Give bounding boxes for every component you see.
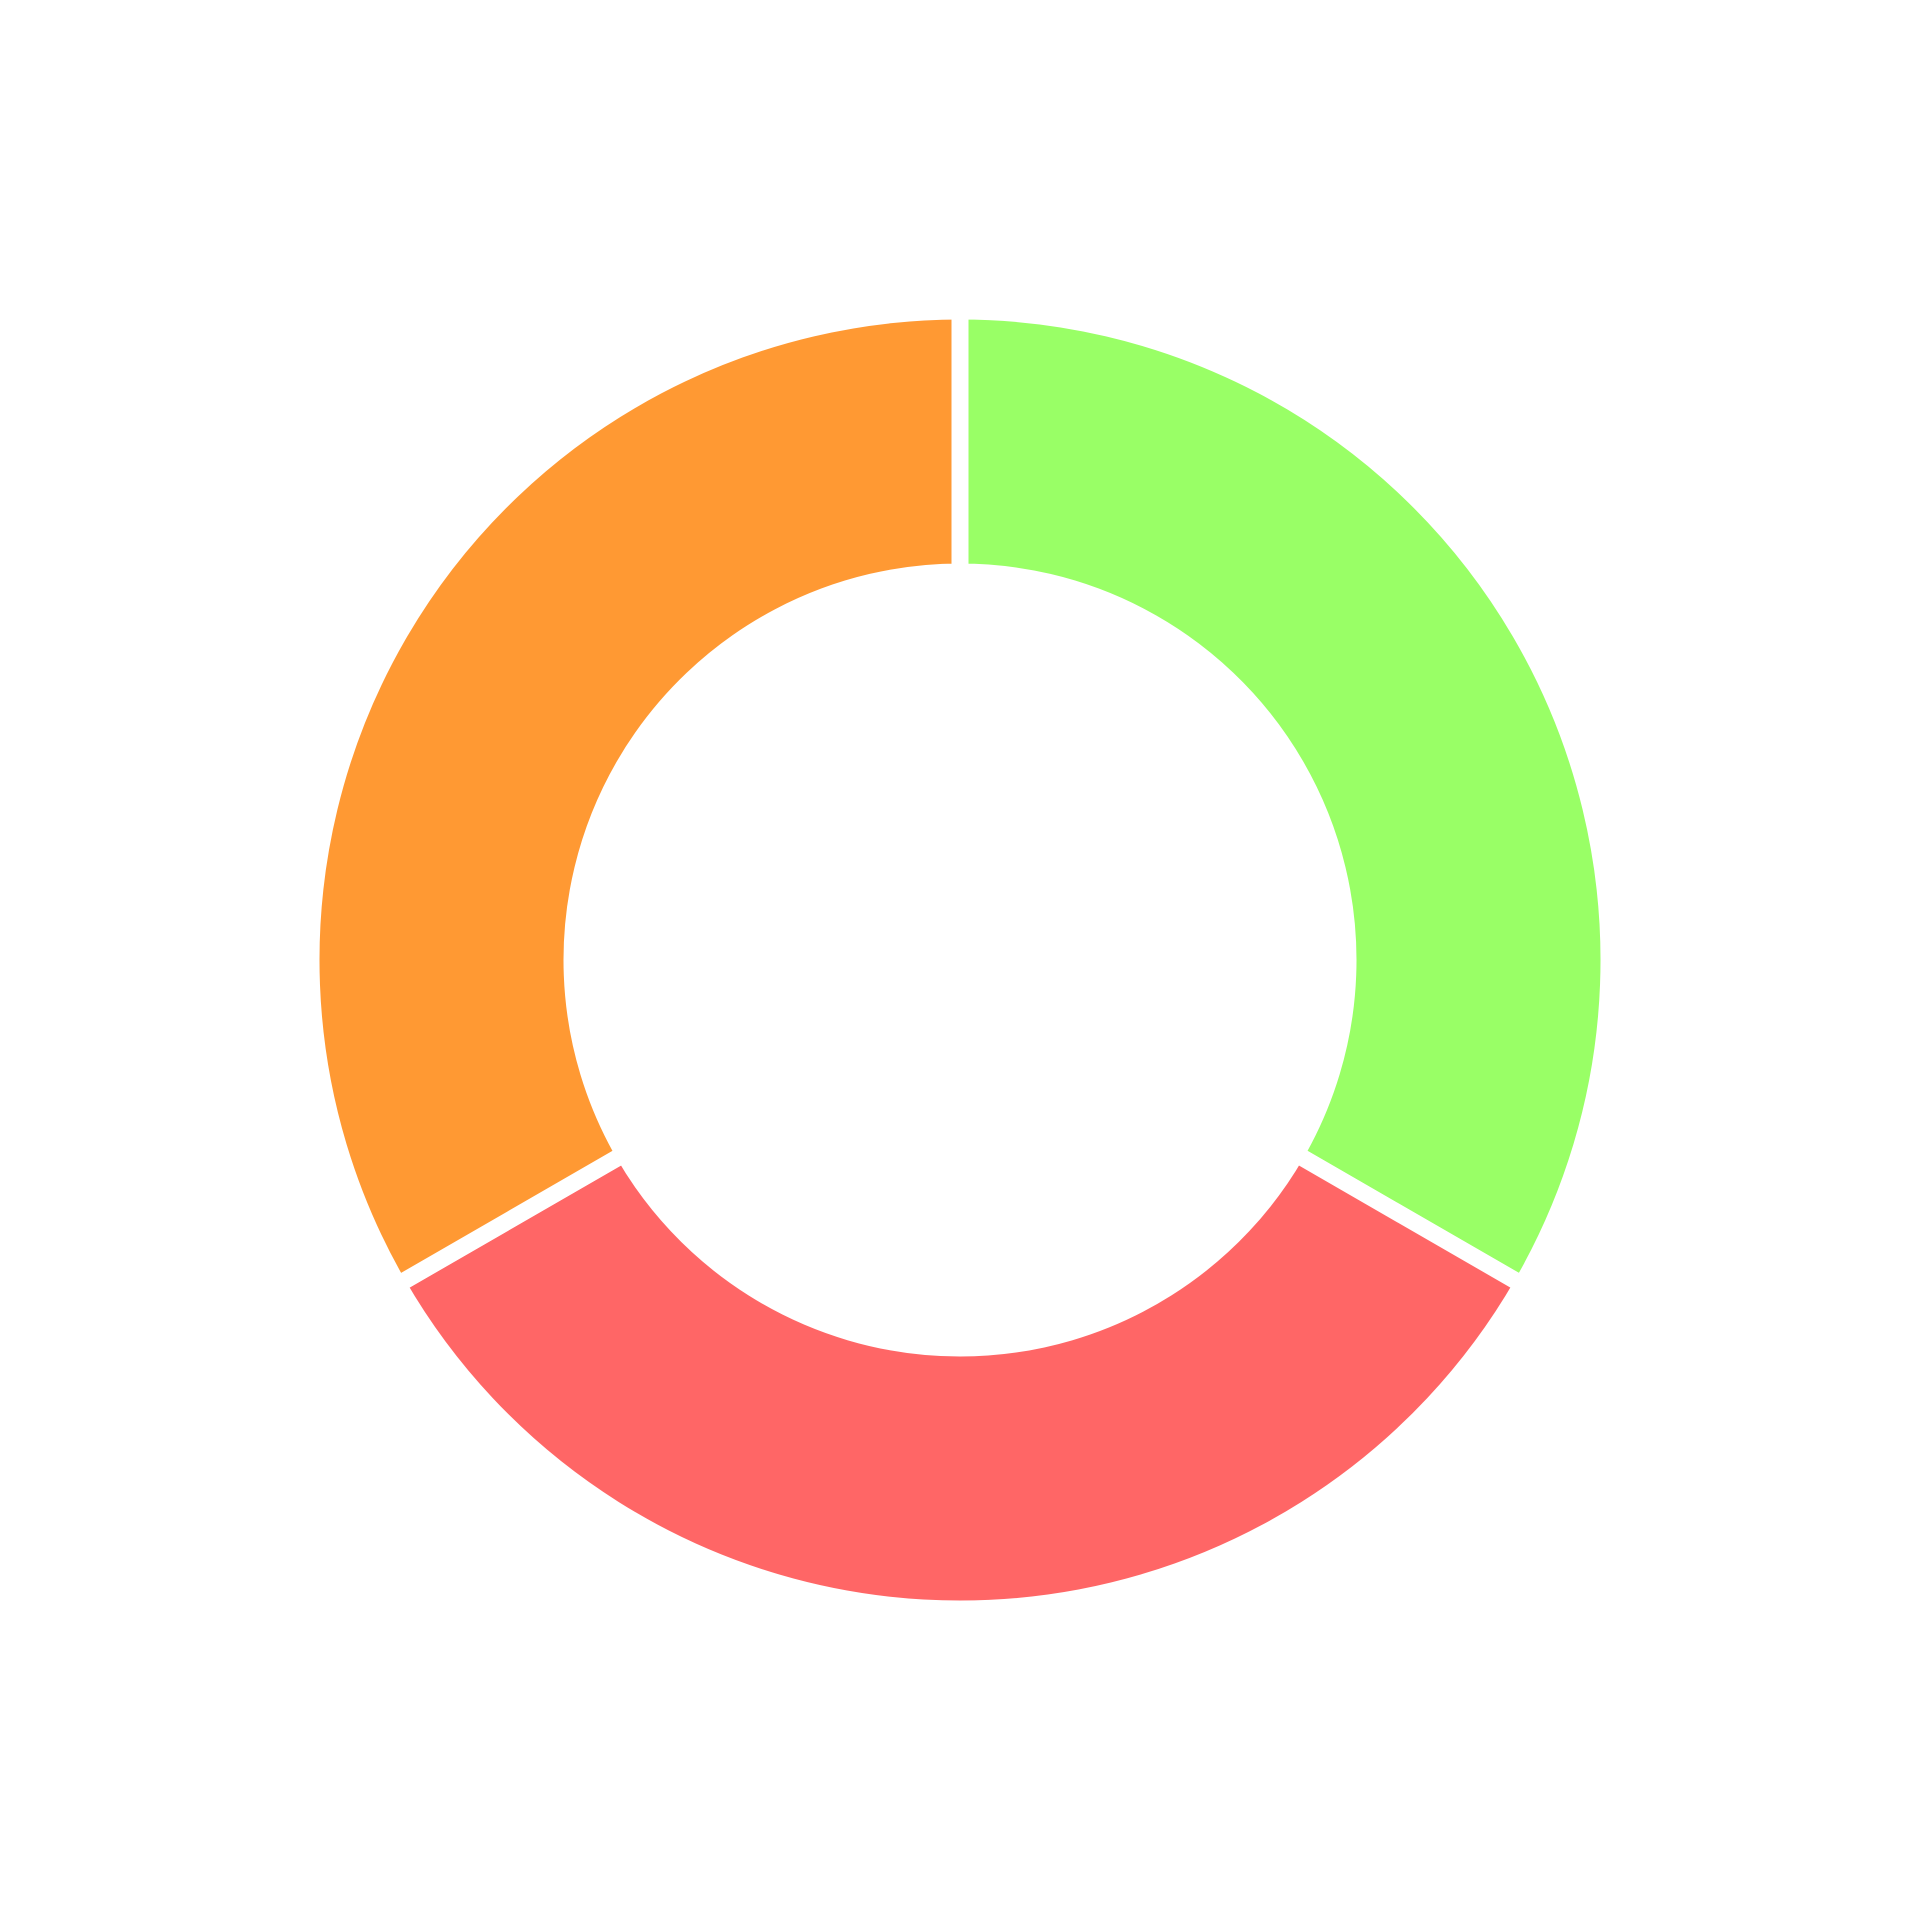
wedge — [302, 302, 969, 1297]
wedge — [386, 1142, 1534, 1618]
wedge — [951, 302, 1618, 1297]
